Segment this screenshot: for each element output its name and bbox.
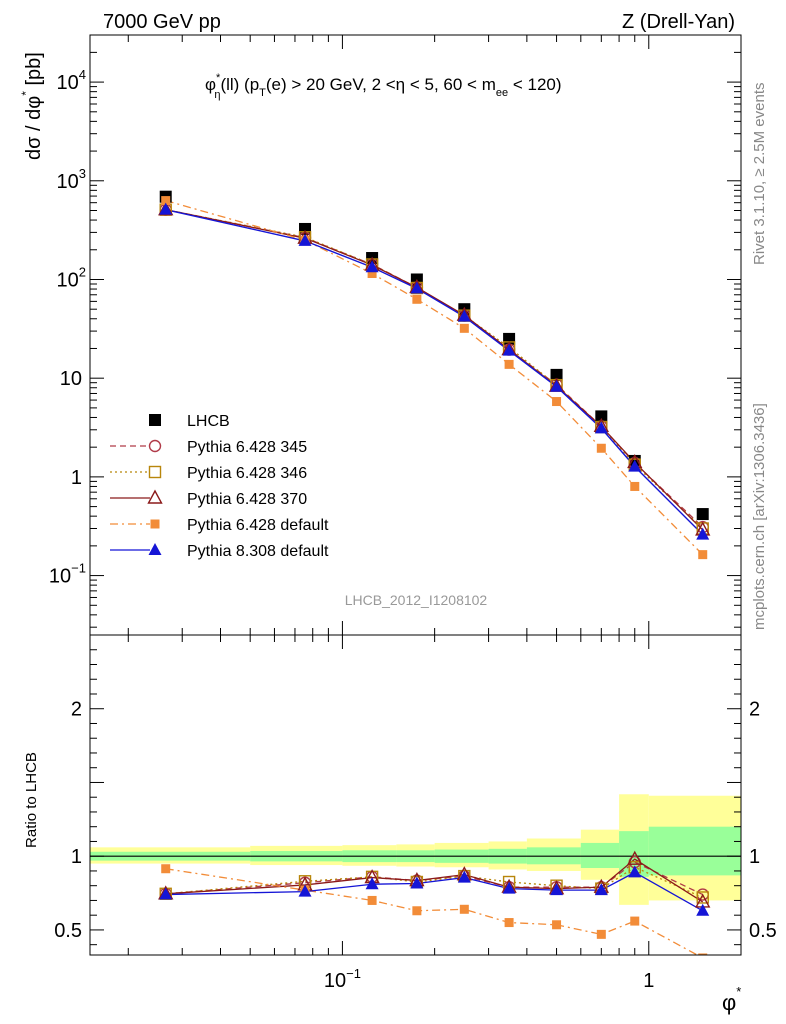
legend-marker-pythia-6-428-345 xyxy=(148,439,162,453)
ratio-point-pythia-6-428-346-9 xyxy=(696,891,709,904)
ratio-series-markers xyxy=(158,850,711,955)
ratio-y-tick-label-right-1: 1 xyxy=(749,846,760,868)
y-tick-label-1: 1 xyxy=(71,467,82,489)
ratio-point-pythia-8-308-default-3 xyxy=(410,876,424,889)
bottom-axis-ticks: 10−1 1 0.5 0.5 1 1 2 2 xyxy=(54,635,777,992)
point-pythia-6-428-default-0 xyxy=(161,196,171,206)
point-lhcb-7 xyxy=(595,410,608,423)
ratio-ylabel: Ratio to LHCB xyxy=(23,752,40,848)
point-pythia-8-308-default-4 xyxy=(457,309,471,322)
ratio-point-pythia-6-428-default-8 xyxy=(630,916,640,926)
ratio-point-pythia-6-428-default-4 xyxy=(459,904,469,914)
ratio-y-tick-label-left-1: 1 xyxy=(71,846,82,868)
legend-marker-pythia-6-428-370 xyxy=(147,489,163,504)
ratio-y-tick-label-left-2: 2 xyxy=(71,699,82,721)
point-pythia-6-428-default-8 xyxy=(630,481,640,491)
ratio-point-pythia-6-428-default-5 xyxy=(504,918,514,928)
point-pythia-6-428-default-9 xyxy=(698,550,708,560)
point-pythia-6-428-default-3 xyxy=(412,294,422,304)
ratio-y-tick-label-left-0: 0.5 xyxy=(54,920,82,942)
legend-label-pythia-6-428-370: Pythia 6.428 370 xyxy=(187,491,307,508)
point-pythia-8-308-default-9 xyxy=(696,527,710,540)
point-pythia-8-308-default-1 xyxy=(298,233,312,246)
ratio-line-pythia-6-428-370 xyxy=(165,858,704,903)
ratio-line-pythia-6-428-default xyxy=(165,868,699,955)
ratio-point-pythia-6-428-default-6 xyxy=(552,920,562,930)
plot-title: φ* η(ll) (pT(e) > 20 GeV, 2 <η < 5, 60 < … xyxy=(205,72,562,101)
ratio-point-pythia-6-428-default-9 xyxy=(698,953,708,955)
top-ylabel: dσ / dφ* [pb] xyxy=(19,52,45,160)
ratio-point-pythia-6-428-default-3 xyxy=(412,906,422,916)
point-pythia-6-428-default-7 xyxy=(596,443,606,453)
legend-label-lhcb: LHCB xyxy=(187,413,230,430)
ratio-y-tick-label-right-2: 2 xyxy=(749,699,760,721)
ratio-point-pythia-8-308-default-5 xyxy=(502,881,516,894)
legend-marker-lhcb xyxy=(149,414,161,426)
y-tick-label-2: 10 xyxy=(60,368,82,390)
point-pythia-6-428-default-2 xyxy=(367,268,377,278)
point-pythia-8-308-default-8 xyxy=(628,459,642,472)
rivet-label: Rivet 3.1.10, ≥ 2.5M events xyxy=(751,83,768,266)
y-tick-label-3: 102 xyxy=(57,264,86,291)
legend-marker-pythia-8-308-default xyxy=(148,543,162,555)
ratio-point-pythia-8-308-default-8 xyxy=(628,865,642,878)
analysis-label: LHCB_2012_I1208102 xyxy=(345,592,488,608)
point-pythia-8-308-default-0 xyxy=(159,202,173,215)
top-axis-ticks: 10−1 1 10 102 103 104 xyxy=(49,34,742,635)
legend-label-pythia-8-308-default: Pythia 8.308 default xyxy=(187,543,329,560)
bottom-frame xyxy=(89,634,742,956)
point-pythia-8-308-default-5 xyxy=(502,343,516,356)
legend: LHCB Pythia 6.428 345 Pythia 6.428 346 Pyth… xyxy=(110,413,329,560)
legend-label-pythia-6-428-default: Pythia 6.428 default xyxy=(187,517,329,534)
ratio-point-pythia-8-308-default-1 xyxy=(298,884,312,897)
line-pythia-8-308-default xyxy=(165,208,704,536)
point-pythia-8-308-default-7 xyxy=(594,421,608,434)
y-tick-label-5: 104 xyxy=(57,67,86,94)
point-pythia-6-428-default-5 xyxy=(504,359,514,369)
line-pythia-6-428-default xyxy=(165,199,704,556)
ratio-line-pythia-8-308-default xyxy=(165,871,704,912)
band-inner-9 xyxy=(648,826,741,876)
top-series-markers xyxy=(158,190,711,560)
point-pythia-6-428-default-6 xyxy=(552,397,562,407)
point-pythia-6-428-default-4 xyxy=(459,323,469,333)
legend-marker-pythia-6-428-346 xyxy=(148,465,162,479)
point-pythia-8-308-default-2 xyxy=(365,260,379,273)
legend-label-pythia-6-428-345: Pythia 6.428 345 xyxy=(187,439,307,456)
ratio-point-pythia-8-308-default-7 xyxy=(594,883,608,896)
ratio-line-pythia-6-428-345 xyxy=(165,861,704,896)
point-pythia-8-308-default-6 xyxy=(550,379,564,392)
ratio-point-pythia-8-308-default-2 xyxy=(365,877,379,890)
ratio-point-pythia-8-308-default-9 xyxy=(696,903,710,916)
ratio-point-pythia-8-308-default-6 xyxy=(550,883,564,896)
ratio-point-pythia-8-308-default-4 xyxy=(457,870,471,883)
legend-label-pythia-6-428-346: Pythia 6.428 346 xyxy=(187,465,307,482)
ratio-point-pythia-6-428-default-7 xyxy=(596,929,606,939)
xlabel: φ* xyxy=(722,984,741,1015)
ratio-point-pythia-8-308-default-0 xyxy=(159,887,173,900)
band-inner-7 xyxy=(580,842,620,868)
point-pythia-8-308-default-3 xyxy=(410,281,424,294)
top-series-lines xyxy=(165,199,704,556)
legend-marker-pythia-6-428-default xyxy=(150,519,160,529)
line-pythia-6-428-370 xyxy=(165,209,704,531)
point-lhcb-9 xyxy=(696,508,709,521)
x-tick-label-0: 10−1 xyxy=(324,966,361,992)
y-tick-label-0: 10−1 xyxy=(49,561,86,588)
line-pythia-6-428-346 xyxy=(165,209,704,529)
y-tick-label-4: 103 xyxy=(57,166,86,193)
header-energy: 7000 GeV pp xyxy=(103,11,221,33)
ratio-point-pythia-6-428-default-2 xyxy=(367,895,377,905)
point-lhcb-6 xyxy=(550,368,563,381)
ratio-point-pythia-6-428-default-0 xyxy=(161,864,171,874)
ratio-y-tick-label-right-0: 0.5 xyxy=(749,920,777,942)
ratio-point-pythia-6-428-370-8 xyxy=(627,850,643,865)
header-process: Z (Drell-Yan) xyxy=(622,11,735,33)
x-tick-label-1: 1 xyxy=(643,970,654,992)
ratio-series-lines xyxy=(165,858,704,955)
mcplots-label: mcplots.cern.ch [arXiv:1306.3436] xyxy=(751,403,768,630)
